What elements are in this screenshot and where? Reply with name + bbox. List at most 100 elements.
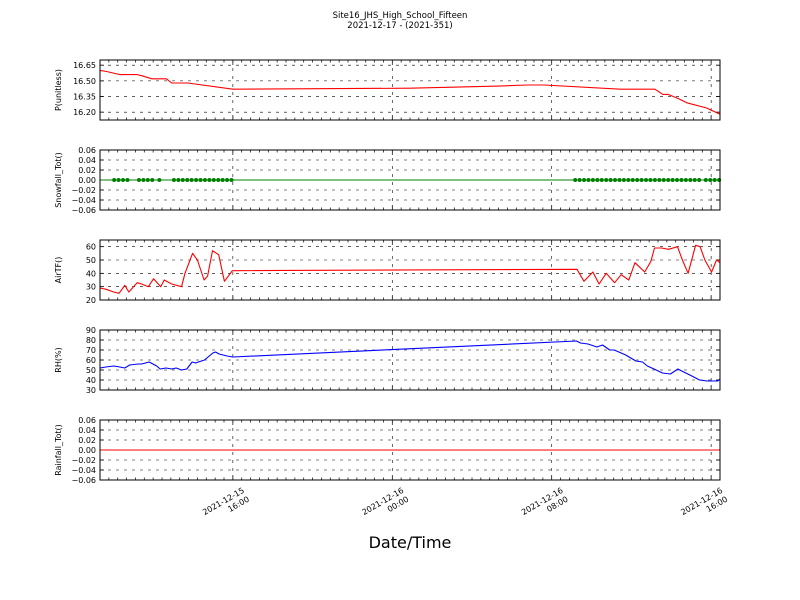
y-tick-label: 50 [86, 256, 96, 265]
y-tick-label: 90 [86, 326, 96, 335]
data-point [198, 178, 203, 182]
data-point [141, 178, 146, 182]
data-point [697, 178, 702, 182]
y-tick-label: 16.65 [73, 61, 96, 70]
data-point [608, 178, 613, 182]
data-point [121, 178, 126, 182]
y-tick-label: 0.06 [78, 416, 96, 425]
series-line [99, 340, 721, 382]
panel-frame [99, 59, 721, 121]
data-point [652, 178, 657, 182]
y-tick-label: 20 [86, 296, 96, 305]
y-axis-label: Rainfall_Tot() [54, 424, 63, 476]
data-point [216, 178, 221, 182]
y-tick-label: −0.06 [71, 476, 96, 485]
data-point [595, 178, 600, 182]
data-point [703, 178, 708, 182]
data-point [189, 178, 194, 182]
y-tick-label: 16.35 [73, 93, 96, 102]
y-tick-label: 0.00 [78, 446, 96, 455]
data-point [590, 178, 595, 182]
data-point [225, 178, 230, 182]
y-tick-label: −0.04 [71, 466, 96, 475]
panel-1: 16.20 16.35 16.50 16.65 P(unitless) [54, 59, 721, 121]
y-axis-label: Snowfall_Tot() [54, 152, 63, 208]
panel-5: −0.06−0.04−0.020.000.020.040.06 Rainfall_… [54, 416, 721, 485]
data-point [688, 178, 693, 182]
chart-title: Site16_JHS_High_School_Fifteen [332, 11, 468, 21]
data-point [648, 178, 653, 182]
data-point [708, 178, 713, 182]
panel-frame [99, 419, 721, 481]
y-tick-label: 0.02 [78, 166, 96, 175]
series-line [99, 69, 721, 115]
y-tick-label: −0.02 [71, 186, 96, 195]
panel-frame [99, 239, 721, 301]
data-point [194, 178, 199, 182]
panel-2: −0.06−0.04−0.020.000.020.040.06 Snowfall_… [54, 146, 722, 215]
data-point [613, 178, 618, 182]
data-point [712, 178, 717, 182]
data-point [717, 178, 722, 182]
y-tick-label: 50 [86, 366, 96, 375]
y-tick-label: 0.04 [78, 426, 96, 435]
data-point [586, 178, 591, 182]
data-point [112, 178, 117, 182]
data-point [675, 178, 680, 182]
y-tick-label: 0.02 [78, 436, 96, 445]
y-tick-label: 0.06 [78, 146, 96, 155]
data-point [683, 178, 688, 182]
data-point [180, 178, 185, 182]
y-tick-label: 0.04 [78, 156, 96, 165]
data-point [157, 178, 162, 182]
y-tick-label: −0.02 [71, 456, 96, 465]
data-point [150, 178, 155, 182]
data-point [211, 178, 216, 182]
data-point [573, 178, 578, 182]
y-tick-label: 16.50 [73, 77, 96, 86]
series-line [99, 244, 721, 294]
data-point [582, 178, 587, 182]
panel-frame [99, 329, 721, 391]
data-point [176, 178, 181, 182]
panel-frame [99, 149, 721, 211]
data-point [599, 178, 604, 182]
data-point [171, 178, 176, 182]
panel-3: 20 30 40 50 60 AirTF() [54, 239, 721, 305]
data-point [145, 178, 150, 182]
data-point [116, 178, 121, 182]
y-tick-label: 80 [86, 336, 96, 345]
data-point [229, 178, 234, 182]
chart-subtitle: 2021-12-17 - (2021-351) [347, 21, 453, 31]
data-point [639, 178, 644, 182]
data-point [644, 178, 649, 182]
data-point [657, 178, 662, 182]
data-point [207, 178, 212, 182]
data-point [621, 178, 626, 182]
data-point [630, 178, 635, 182]
y-tick-label: 70 [86, 346, 96, 355]
data-point [604, 178, 609, 182]
data-point [670, 178, 675, 182]
data-point [666, 178, 671, 182]
data-point [577, 178, 582, 182]
y-axis-label: RH(%) [54, 347, 63, 372]
y-tick-label: 16.20 [73, 108, 96, 117]
data-point [626, 178, 631, 182]
x-axis-label: Date/Time [368, 533, 452, 552]
y-tick-label: 0.00 [78, 176, 96, 185]
data-point [202, 178, 207, 182]
data-point [136, 178, 141, 182]
data-point [692, 178, 697, 182]
y-axis-label: P(unitless) [54, 69, 63, 111]
y-tick-label: 60 [86, 243, 96, 252]
y-axis-label: AirTF() [54, 257, 63, 284]
y-tick-label: 30 [86, 386, 96, 395]
data-point [635, 178, 640, 182]
data-point [679, 178, 684, 182]
y-tick-label: 40 [86, 376, 96, 385]
